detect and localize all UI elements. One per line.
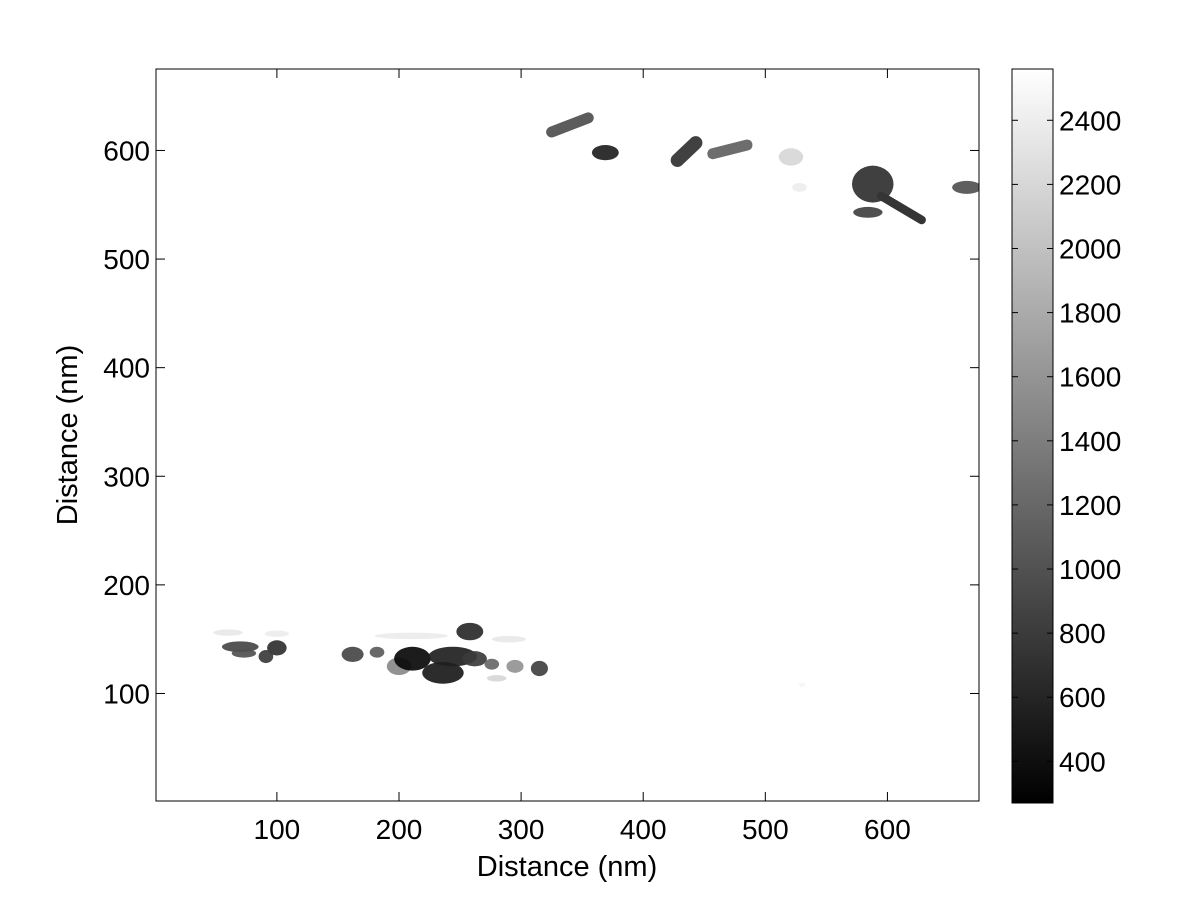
x-tick-label: 300 bbox=[498, 814, 545, 845]
colorbar-tick-label: 1600 bbox=[1059, 362, 1121, 393]
colorbar-gradient bbox=[1012, 69, 1053, 803]
y-tick-label: 400 bbox=[103, 353, 150, 384]
nanorod bbox=[877, 191, 926, 225]
nanoparticle bbox=[374, 632, 448, 640]
nanoparticle bbox=[456, 622, 484, 641]
nanoparticle bbox=[264, 630, 290, 638]
image-axes: 100 200 300 400 500 600 100 200 300 400 … bbox=[52, 68, 980, 883]
colorbar-tick-labels: 400 600 800 1000 1200 1400 1600 1800 200… bbox=[1059, 105, 1121, 777]
y-tick-label: 300 bbox=[103, 461, 150, 492]
nanoparticle bbox=[484, 658, 500, 670]
x-tick-label: 600 bbox=[864, 814, 911, 845]
image-background bbox=[156, 69, 979, 801]
colorbar-tick-label: 1200 bbox=[1059, 490, 1121, 521]
colorbar-tick-label: 2000 bbox=[1059, 233, 1121, 264]
colorbar: 400 600 800 1000 1200 1400 1600 1800 200… bbox=[1011, 68, 1121, 804]
x-tick-marks bbox=[276, 69, 888, 801]
plot-frame bbox=[155, 68, 980, 802]
nanoparticle bbox=[422, 661, 464, 684]
nanoparticle bbox=[792, 183, 807, 192]
nanoparticle bbox=[341, 646, 364, 662]
y-tick-labels: 100 200 300 400 500 600 bbox=[103, 135, 150, 709]
y-axis-label: Distance (nm) bbox=[52, 345, 84, 526]
nanoparticle bbox=[258, 650, 274, 664]
colorbar-tick-label: 1000 bbox=[1059, 554, 1121, 585]
x-tick-labels: 100 200 300 400 500 600 bbox=[254, 814, 911, 845]
nanoparticle bbox=[462, 651, 487, 667]
y-tick-marks bbox=[156, 149, 979, 694]
nanoparticle bbox=[486, 675, 507, 682]
nanoparticle bbox=[952, 180, 979, 194]
nanoparticle bbox=[530, 660, 548, 677]
colorbar-tick-label: 600 bbox=[1059, 682, 1106, 713]
y-tick-label: 100 bbox=[103, 678, 150, 709]
x-tick-label: 500 bbox=[742, 814, 789, 845]
colorbar-tick-label: 2400 bbox=[1059, 105, 1121, 136]
nanoparticle bbox=[506, 659, 524, 673]
nanoparticle bbox=[591, 145, 619, 161]
colorbar-tick-label: 1400 bbox=[1059, 426, 1121, 457]
particle-features bbox=[213, 112, 979, 687]
nanoparticle bbox=[267, 640, 287, 656]
nanoparticle bbox=[394, 646, 431, 671]
colorbar-tick-label: 1800 bbox=[1059, 298, 1121, 329]
x-tick-label: 200 bbox=[376, 814, 423, 845]
x-tick-label: 100 bbox=[254, 814, 301, 845]
y-tick-label: 500 bbox=[103, 244, 150, 275]
x-tick-label: 400 bbox=[620, 814, 667, 845]
colorbar-tick-label: 800 bbox=[1059, 618, 1106, 649]
nanoparticle bbox=[853, 206, 883, 218]
nanorod bbox=[707, 139, 753, 160]
nanoparticle bbox=[231, 648, 257, 658]
nanoparticle bbox=[798, 682, 806, 687]
colorbar-tick-label: 2200 bbox=[1059, 169, 1121, 200]
nanorod bbox=[546, 112, 594, 138]
y-tick-label: 600 bbox=[103, 135, 150, 166]
nanoparticle bbox=[369, 646, 385, 658]
nanorod bbox=[670, 136, 703, 167]
nanoparticle bbox=[491, 635, 526, 643]
x-axis-label: Distance (nm) bbox=[477, 851, 658, 883]
colorbar-tick-marks bbox=[1012, 119, 1053, 762]
y-tick-label: 200 bbox=[103, 570, 150, 601]
nanoparticle bbox=[778, 148, 804, 166]
colorbar-frame bbox=[1011, 68, 1054, 804]
colorbar-tick-label: 400 bbox=[1059, 746, 1106, 777]
nanoparticle bbox=[213, 629, 243, 636]
